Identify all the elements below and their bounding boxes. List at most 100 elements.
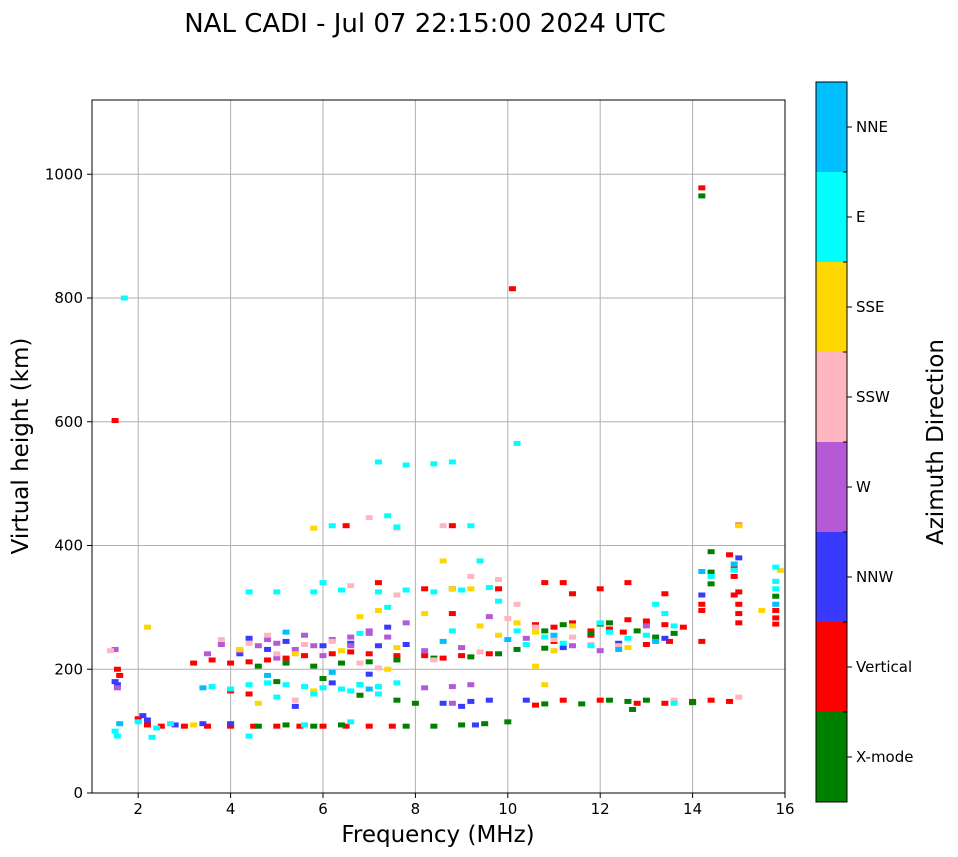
data-point bbox=[532, 629, 540, 635]
data-point bbox=[624, 645, 632, 651]
y-tick-label: 600 bbox=[54, 413, 83, 431]
data-point bbox=[111, 646, 119, 652]
data-point bbox=[504, 719, 512, 725]
colorbar-tick-label: Vertical bbox=[856, 658, 912, 676]
x-tick-label: 8 bbox=[411, 800, 421, 818]
data-point bbox=[550, 632, 558, 638]
data-point bbox=[113, 682, 121, 688]
data-point bbox=[772, 593, 780, 599]
data-point bbox=[448, 684, 456, 690]
data-point bbox=[448, 586, 456, 592]
data-point bbox=[624, 635, 632, 641]
x-axis-label: Frequency (MHz) bbox=[341, 822, 534, 848]
data-point bbox=[559, 580, 567, 586]
data-point bbox=[707, 697, 715, 703]
y-tick-label: 400 bbox=[54, 537, 83, 555]
data-point bbox=[402, 462, 410, 468]
data-point bbox=[365, 651, 373, 657]
data-point bbox=[642, 623, 650, 629]
data-point bbox=[624, 617, 632, 623]
data-point bbox=[698, 607, 706, 613]
data-point bbox=[541, 634, 549, 640]
data-point bbox=[157, 723, 165, 729]
data-point bbox=[679, 624, 687, 630]
data-point bbox=[587, 630, 595, 636]
data-point bbox=[374, 580, 382, 586]
data-point bbox=[735, 694, 743, 700]
data-point bbox=[328, 669, 336, 675]
data-point bbox=[439, 655, 447, 661]
data-point bbox=[467, 573, 475, 579]
data-point bbox=[250, 723, 258, 729]
data-point bbox=[393, 657, 401, 663]
data-point bbox=[605, 629, 613, 635]
data-point bbox=[116, 721, 124, 727]
data-point bbox=[134, 716, 142, 722]
data-point bbox=[347, 688, 355, 694]
data-point bbox=[245, 635, 253, 641]
data-point bbox=[143, 624, 151, 630]
data-point bbox=[337, 722, 345, 728]
data-point bbox=[337, 648, 345, 654]
colorbar-label: Azimuth Direction bbox=[923, 339, 949, 545]
data-point bbox=[356, 660, 364, 666]
data-point bbox=[633, 700, 641, 706]
data-point bbox=[495, 598, 503, 604]
data-point bbox=[356, 682, 364, 688]
data-point bbox=[698, 592, 706, 598]
data-point bbox=[384, 513, 392, 519]
data-point bbox=[559, 640, 567, 646]
data-point bbox=[365, 686, 373, 692]
data-point bbox=[310, 525, 318, 531]
data-point bbox=[596, 697, 604, 703]
data-point bbox=[670, 697, 678, 703]
data-point bbox=[190, 660, 198, 666]
y-axis-label: Virtual height (km) bbox=[8, 338, 34, 555]
data-point bbox=[495, 577, 503, 583]
data-point bbox=[772, 586, 780, 592]
data-point bbox=[735, 523, 743, 529]
data-point bbox=[365, 671, 373, 677]
data-point bbox=[264, 657, 272, 663]
data-point bbox=[273, 640, 281, 646]
data-point bbox=[301, 642, 309, 647]
data-point bbox=[347, 649, 355, 655]
x-tick-label: 2 bbox=[133, 800, 143, 818]
series-x-mode bbox=[254, 193, 780, 729]
data-point bbox=[559, 622, 567, 628]
data-point bbox=[365, 659, 373, 665]
data-point bbox=[476, 649, 484, 655]
data-point bbox=[273, 651, 281, 657]
data-point bbox=[707, 581, 715, 587]
data-point bbox=[661, 635, 669, 641]
plot-area: 2 4 6 8 10 12 14 16 0 200 400 600 800 1000 bbox=[45, 99, 795, 818]
data-point bbox=[254, 643, 262, 649]
x-tick-label: 4 bbox=[226, 800, 236, 818]
data-point bbox=[504, 637, 512, 643]
data-point bbox=[532, 702, 540, 708]
data-point bbox=[458, 722, 466, 728]
data-point bbox=[476, 558, 484, 564]
data-point bbox=[513, 440, 521, 446]
data-point bbox=[707, 573, 715, 579]
data-point bbox=[388, 723, 396, 729]
data-point bbox=[374, 684, 382, 690]
data-point bbox=[605, 626, 613, 632]
data-point bbox=[559, 697, 567, 703]
data-point bbox=[776, 567, 784, 573]
data-point bbox=[652, 634, 660, 640]
data-point bbox=[245, 691, 253, 697]
data-point bbox=[217, 637, 225, 643]
data-point bbox=[633, 628, 641, 634]
data-point bbox=[485, 651, 493, 657]
data-point bbox=[532, 624, 540, 630]
data-point bbox=[735, 555, 743, 561]
data-point bbox=[384, 666, 392, 672]
data-point bbox=[522, 635, 530, 641]
x-tick-label: 14 bbox=[683, 800, 702, 818]
data-point bbox=[698, 638, 706, 644]
data-point bbox=[291, 703, 299, 709]
data-point bbox=[337, 686, 345, 692]
data-point bbox=[113, 733, 121, 739]
data-point bbox=[550, 637, 558, 643]
